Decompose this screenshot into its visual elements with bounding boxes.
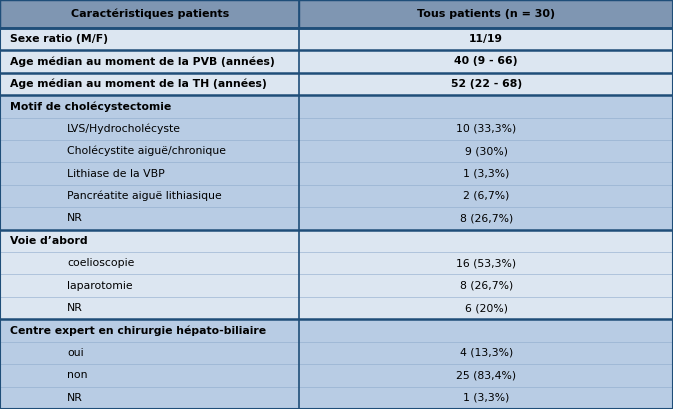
- Bar: [299, 364, 673, 387]
- Text: 2 (6,7%): 2 (6,7%): [463, 191, 509, 201]
- Bar: [0, 28, 299, 50]
- Bar: [0, 117, 299, 140]
- Bar: [0, 274, 299, 297]
- Bar: [299, 95, 673, 117]
- Text: 8 (26,7%): 8 (26,7%): [460, 213, 513, 223]
- Text: Age médian au moment de la TH (années): Age médian au moment de la TH (années): [10, 79, 267, 89]
- Bar: [299, 252, 673, 274]
- Bar: [0, 364, 299, 387]
- Bar: [0, 319, 299, 342]
- Text: NR: NR: [67, 393, 83, 403]
- Bar: [299, 140, 673, 162]
- Bar: [0, 140, 299, 162]
- Text: Age médian au moment de la PVB (années): Age médian au moment de la PVB (années): [10, 56, 275, 67]
- Text: 11/19: 11/19: [469, 34, 503, 44]
- Bar: [0, 252, 299, 274]
- Bar: [0, 387, 299, 409]
- Bar: [299, 342, 673, 364]
- Bar: [299, 50, 673, 73]
- Text: Motif de cholécystectomie: Motif de cholécystectomie: [10, 101, 172, 112]
- Bar: [299, 73, 673, 95]
- Bar: [0, 73, 299, 95]
- Bar: [299, 229, 673, 252]
- Text: 4 (13,3%): 4 (13,3%): [460, 348, 513, 358]
- Bar: [299, 0, 673, 28]
- Text: 16 (53,3%): 16 (53,3%): [456, 258, 516, 268]
- Text: LVS/Hydrocholécyste: LVS/Hydrocholécyste: [67, 124, 181, 134]
- Bar: [0, 342, 299, 364]
- Bar: [299, 117, 673, 140]
- Bar: [0, 207, 299, 229]
- Text: coelioscopie: coelioscopie: [67, 258, 135, 268]
- Bar: [299, 319, 673, 342]
- Bar: [299, 297, 673, 319]
- Bar: [299, 185, 673, 207]
- Text: Cholécystite aiguë/chronique: Cholécystite aiguë/chronique: [67, 146, 226, 156]
- Text: Voie d’abord: Voie d’abord: [10, 236, 87, 246]
- Text: 9 (30%): 9 (30%): [465, 146, 507, 156]
- Bar: [0, 229, 299, 252]
- Bar: [0, 162, 299, 185]
- Text: NR: NR: [67, 303, 83, 313]
- Text: Tous patients (n = 30): Tous patients (n = 30): [417, 9, 555, 19]
- Bar: [0, 297, 299, 319]
- Text: 40 (9 - 66): 40 (9 - 66): [454, 56, 518, 66]
- Text: Pancréatite aiguë lithiasique: Pancréatite aiguë lithiasique: [67, 191, 222, 201]
- Text: Sexe ratio (M/F): Sexe ratio (M/F): [10, 34, 108, 44]
- Bar: [299, 387, 673, 409]
- Bar: [0, 185, 299, 207]
- Bar: [299, 207, 673, 229]
- Text: 25 (83,4%): 25 (83,4%): [456, 371, 516, 380]
- Text: NR: NR: [67, 213, 83, 223]
- Text: laparotomie: laparotomie: [67, 281, 133, 291]
- Text: non: non: [67, 371, 87, 380]
- Text: Centre expert en chirurgie hépato-biliaire: Centre expert en chirurgie hépato-biliai…: [10, 325, 267, 336]
- Text: 10 (33,3%): 10 (33,3%): [456, 124, 516, 134]
- Bar: [0, 95, 299, 117]
- Text: 8 (26,7%): 8 (26,7%): [460, 281, 513, 291]
- Text: Caractéristiques patients: Caractéristiques patients: [71, 9, 229, 19]
- Text: 1 (3,3%): 1 (3,3%): [463, 169, 509, 179]
- Bar: [0, 50, 299, 73]
- Bar: [299, 162, 673, 185]
- Text: Lithiase de la VBP: Lithiase de la VBP: [67, 169, 165, 179]
- Text: 6 (20%): 6 (20%): [465, 303, 507, 313]
- Text: 1 (3,3%): 1 (3,3%): [463, 393, 509, 403]
- Text: oui: oui: [67, 348, 84, 358]
- Bar: [299, 28, 673, 50]
- Bar: [0, 0, 299, 28]
- Bar: [299, 274, 673, 297]
- Text: 52 (22 - 68): 52 (22 - 68): [451, 79, 522, 89]
